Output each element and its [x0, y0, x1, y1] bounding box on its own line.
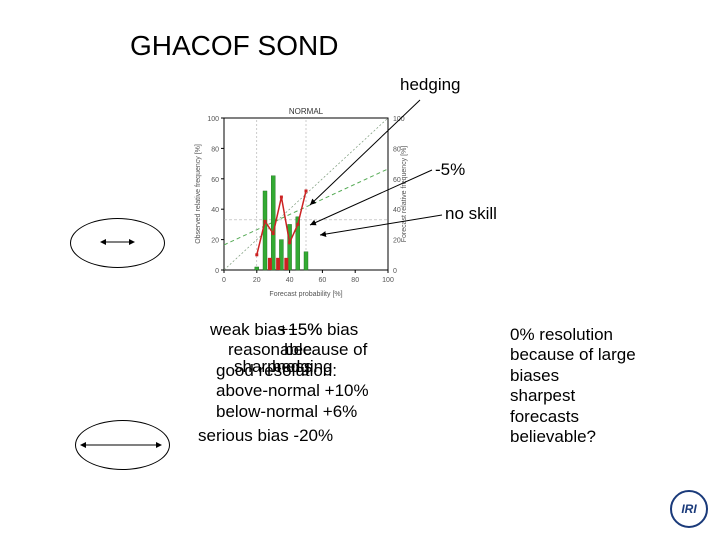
- overlap-hedging: hedging: [272, 357, 333, 377]
- right-text-block: 0% resolution because of large biases sh…: [510, 325, 636, 447]
- r1: 0% resolution: [510, 325, 636, 345]
- below: below-normal +6%: [216, 402, 357, 421]
- svg-text:40: 40: [211, 207, 219, 214]
- r6: believable?: [510, 427, 636, 447]
- svg-text:60: 60: [393, 177, 401, 184]
- label-noskill: no skill: [445, 204, 497, 224]
- above: above-normal +10%: [216, 381, 369, 400]
- serious: serious bias -20%: [198, 426, 333, 445]
- svg-text:20: 20: [211, 238, 219, 245]
- svg-text:Forecast probability [%]: Forecast probability [%]: [269, 291, 342, 298]
- r5: forecasts: [510, 407, 636, 427]
- svg-text:Observed relative frequency [%: Observed relative frequency [%]: [195, 144, 202, 244]
- svg-text:80: 80: [393, 146, 401, 153]
- svg-text:NORMAL: NORMAL: [289, 107, 324, 116]
- r2: because of large: [510, 345, 636, 365]
- svg-text:80: 80: [211, 146, 219, 153]
- svg-text:0: 0: [222, 277, 226, 284]
- label-minus5: -5%: [435, 160, 465, 180]
- svg-text:60: 60: [319, 277, 327, 284]
- svg-text:Forecast relative frequency [%: Forecast relative frequency [%]: [401, 146, 408, 243]
- svg-text:80: 80: [351, 277, 359, 284]
- weak-bias: weak bias: [210, 320, 286, 339]
- svg-text:0: 0: [215, 268, 219, 275]
- svg-text:20: 20: [253, 277, 261, 284]
- double-arrow-icon: [80, 440, 162, 450]
- svg-text:40: 40: [286, 277, 294, 284]
- reliability-chart: 000202020404040606060808080100100100Fore…: [190, 100, 410, 300]
- svg-text:0: 0: [393, 268, 397, 275]
- svg-text:20: 20: [393, 238, 401, 245]
- svg-text:60: 60: [211, 177, 219, 184]
- svg-text:100: 100: [207, 116, 219, 123]
- double-arrow-icon: [100, 237, 135, 247]
- r3: biases: [510, 366, 636, 386]
- page-title: GHACOF SOND: [130, 30, 338, 62]
- r4: sharpest: [510, 386, 636, 406]
- chart-svg: 000202020404040606060808080100100100Fore…: [190, 100, 410, 300]
- svg-text:100: 100: [393, 116, 405, 123]
- overlap-plus5: +5%: [288, 320, 323, 340]
- svg-text:100: 100: [382, 277, 394, 284]
- label-hedging: hedging: [400, 75, 461, 95]
- svg-text:40: 40: [393, 207, 401, 214]
- iri-logo: IRI: [670, 490, 708, 528]
